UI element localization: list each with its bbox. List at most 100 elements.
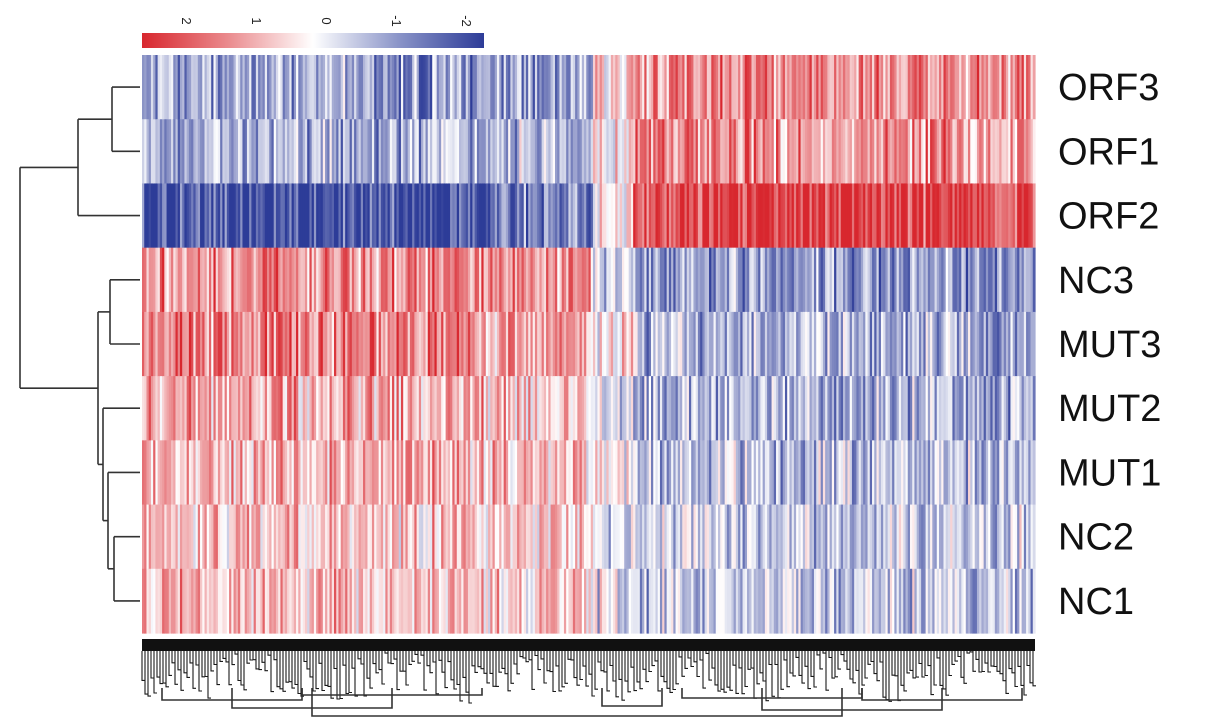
heatmap-cell	[947, 119, 951, 185]
heatmap-cell	[865, 247, 869, 313]
heatmap-cell	[988, 440, 991, 506]
heatmap-cell	[1032, 504, 1036, 570]
heatmap-cell	[592, 119, 596, 185]
heatmap-cell	[883, 119, 887, 185]
heatmap-cell	[318, 119, 322, 185]
heatmap-cell	[680, 119, 683, 185]
heatmap-cell	[436, 247, 440, 313]
heatmap-cell	[331, 119, 335, 185]
heatmap-cell	[847, 376, 851, 441]
heatmap-cell	[179, 119, 183, 185]
heatmap-cell	[831, 247, 835, 313]
heatmap-cell	[521, 55, 525, 120]
heatmap-cell	[1032, 440, 1036, 506]
heatmap-cell	[148, 440, 152, 506]
heatmap-cell	[275, 247, 279, 313]
heatmap-cell	[258, 247, 261, 313]
heatmap-cell	[512, 119, 516, 185]
heatmap-cell	[878, 440, 882, 506]
heatmap-cell	[260, 247, 264, 313]
heatmap-cell	[204, 504, 208, 570]
heatmap-cell	[818, 311, 822, 377]
heatmap-cell	[744, 183, 748, 249]
heatmap-cell	[796, 247, 799, 313]
heatmap-cell	[791, 119, 795, 185]
heatmap-cell	[903, 568, 907, 634]
heatmap-cell	[706, 55, 710, 120]
heatmap-cell	[481, 440, 485, 506]
heatmap-cell	[235, 440, 239, 506]
heatmap-cell	[394, 568, 398, 634]
heatmap-cell	[604, 568, 607, 634]
heatmap-cell	[836, 119, 840, 185]
heatmap-cell	[238, 568, 241, 634]
heatmap-cell	[968, 247, 971, 313]
heatmap-cell	[568, 183, 572, 249]
heatmap-cell	[648, 119, 652, 185]
heatmap-cell	[1019, 440, 1023, 506]
heatmap-cell	[550, 311, 554, 377]
heatmap-cell	[267, 568, 270, 634]
heatmap-cell	[177, 247, 181, 313]
heatmap-cell	[501, 183, 505, 249]
heatmap-cell	[673, 119, 677, 185]
heatmap-cell	[1008, 247, 1012, 313]
heatmap-cell	[791, 440, 795, 506]
heatmap-cell	[182, 440, 186, 506]
heatmap-cell	[175, 311, 179, 377]
heatmap-cell	[858, 376, 862, 441]
heatmap-cell	[747, 247, 750, 313]
heatmap-cell	[778, 119, 782, 185]
heatmap-cell	[246, 311, 250, 377]
heatmap-cell	[398, 376, 402, 441]
heatmap-cell	[541, 119, 545, 185]
heatmap-cell	[865, 183, 869, 249]
heatmap-cell	[496, 55, 500, 120]
heatmap-cell	[671, 183, 674, 249]
heatmap-cell	[351, 568, 355, 634]
heatmap-cell	[322, 119, 326, 185]
heatmap-cell	[474, 119, 478, 185]
heatmap-cell	[557, 568, 561, 634]
heatmap-cell	[282, 440, 286, 506]
heatmap-cell	[371, 568, 375, 634]
heatmap-cell	[999, 440, 1003, 506]
heatmap-cell	[193, 119, 197, 185]
heatmap-cell	[182, 247, 186, 313]
heatmap-cell	[999, 183, 1003, 249]
heatmap-cell	[771, 55, 775, 120]
heatmap-cell	[148, 55, 152, 120]
heatmap-cell	[168, 504, 172, 570]
heatmap-cell	[878, 55, 882, 120]
heatmap-cell	[300, 119, 304, 185]
heatmap-cell	[378, 440, 382, 506]
heatmap-cell	[802, 568, 806, 634]
heatmap-cell	[780, 504, 784, 570]
heatmap-cell	[639, 504, 643, 570]
heatmap-cell	[693, 504, 697, 570]
heatmap-cell	[851, 55, 855, 120]
heatmap-cell	[380, 247, 384, 313]
heatmap-cell	[726, 568, 730, 634]
heatmap-cell	[503, 55, 507, 120]
heatmap-cell	[983, 247, 987, 313]
heatmap-cell	[296, 55, 299, 120]
heatmap-cell	[945, 504, 949, 570]
heatmap-cell	[374, 55, 378, 120]
heatmap-cell	[467, 247, 471, 313]
heatmap-cell	[981, 440, 985, 506]
heatmap-cell	[280, 183, 284, 249]
heatmap-cell	[246, 247, 250, 313]
heatmap-cell	[749, 376, 753, 441]
heatmap-cell	[441, 119, 444, 185]
heatmap-cell	[880, 311, 884, 377]
heatmap-cell	[988, 311, 991, 377]
heatmap-cell	[414, 55, 418, 120]
heatmap-cell	[166, 376, 170, 441]
heatmap-cell	[342, 568, 346, 634]
heatmap-cell	[597, 568, 601, 634]
heatmap-cell	[916, 376, 920, 441]
heatmap-cell	[334, 376, 337, 441]
heatmap-cell	[275, 311, 279, 377]
heatmap-cell	[309, 568, 313, 634]
